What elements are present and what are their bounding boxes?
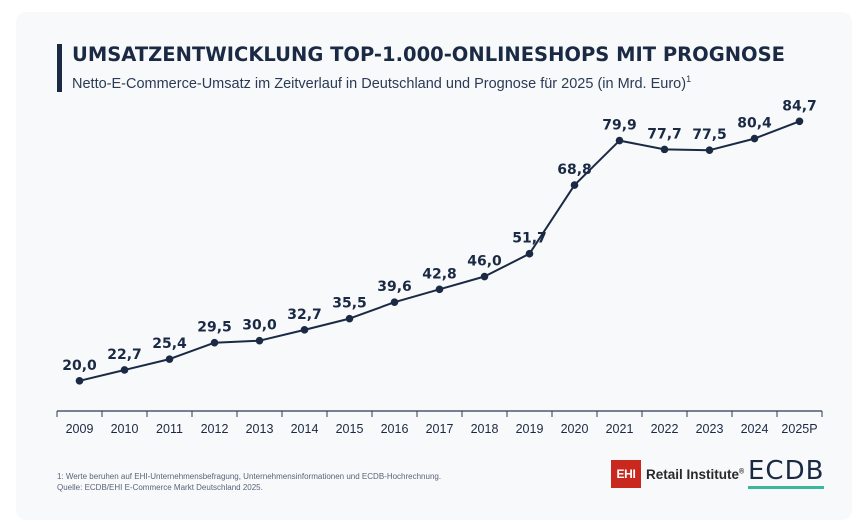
chart-card: [16, 12, 852, 520]
x-tick-label: 2014: [291, 422, 319, 436]
data-point: [660, 145, 669, 154]
data-point: [480, 272, 489, 281]
data-point: [255, 336, 264, 345]
data-point: [300, 326, 309, 334]
data-label: 32,7: [287, 307, 322, 323]
footnote-block: 1: Werte beruhen auf EHI-Unternehmensbef…: [57, 471, 441, 493]
x-tick-label: 2022: [651, 422, 679, 436]
data-label: 30,0: [242, 318, 277, 334]
x-tick-label: 2024: [741, 422, 769, 436]
ehi-logo-box: EHI: [611, 460, 641, 488]
data-point: [615, 136, 624, 145]
data-label: 77,7: [647, 126, 682, 142]
x-tick-label: 2020: [561, 422, 589, 436]
data-point: [120, 366, 129, 374]
x-tick-label: 2009: [66, 422, 94, 436]
data-point: [750, 134, 759, 143]
data-label: 39,6: [377, 279, 412, 295]
data-point: [570, 181, 579, 189]
ehi-retail-institute-logo: EHI Retail Institute®: [611, 460, 744, 488]
data-point: [705, 146, 714, 154]
x-tick-label: 2018: [471, 422, 499, 436]
ehi-logo-text: Retail Institute®: [646, 467, 744, 482]
data-label: 68,8: [557, 162, 592, 178]
ecdb-logo: ECDB: [748, 456, 824, 489]
chart-subtitle: Netto-E-Commerce-Umsatz im Zeitverlauf i…: [72, 74, 691, 92]
data-point: [345, 314, 354, 323]
x-tick-label: 2011: [156, 422, 183, 436]
data-label: 79,9: [602, 118, 637, 134]
x-tick-label: 2012: [201, 422, 229, 436]
x-tick-label: 2019: [516, 422, 544, 436]
data-label: 77,5: [692, 127, 727, 143]
chart-title: UMSATZENTWICKLUNG TOP-1.000-ONLINESHOPS …: [72, 43, 785, 66]
footnote-text: 1: Werte beruhen auf EHI-Unternehmensbef…: [57, 472, 442, 481]
data-label: 46,0: [467, 254, 502, 270]
series-line: [79, 120, 800, 382]
data-label: 35,5: [332, 296, 367, 312]
data-point: [435, 285, 444, 294]
data-label: 22,7: [107, 347, 142, 363]
data-label: 51,7: [512, 231, 547, 247]
data-point: [390, 298, 399, 306]
x-tick-label: 2021: [606, 422, 634, 436]
data-point: [75, 376, 84, 385]
x-tick-label: 2013: [246, 422, 274, 436]
ehi-logo-registered: ®: [739, 468, 745, 475]
data-point: [165, 355, 174, 363]
x-tick-label: 2015: [336, 422, 364, 436]
data-label: 80,4: [737, 116, 772, 132]
data-label: 25,4: [152, 336, 187, 352]
data-point: [210, 338, 219, 347]
data-label: 20,0: [62, 358, 97, 374]
x-tick-label: 2017: [426, 422, 454, 436]
x-tick-label: 2016: [381, 422, 409, 436]
subtitle-footnote-mark: 1: [686, 74, 692, 84]
x-tick-label: 2025P: [781, 422, 817, 436]
ehi-logo-name: Retail Institute: [646, 466, 740, 482]
data-point: [795, 117, 804, 126]
data-point: [525, 249, 534, 258]
source-text: Quelle: ECDB/EHI E-Commerce Markt Deutsc…: [57, 483, 263, 492]
data-label: 29,5: [197, 320, 232, 336]
subtitle-text: Netto-E-Commerce-Umsatz im Zeitverlauf i…: [72, 75, 687, 92]
x-tick-label: 2010: [111, 422, 139, 436]
data-label: 84,7: [782, 98, 817, 114]
x-tick-label: 2023: [696, 422, 724, 436]
data-label: 42,8: [422, 266, 457, 282]
title-accent-bar: [57, 44, 62, 92]
